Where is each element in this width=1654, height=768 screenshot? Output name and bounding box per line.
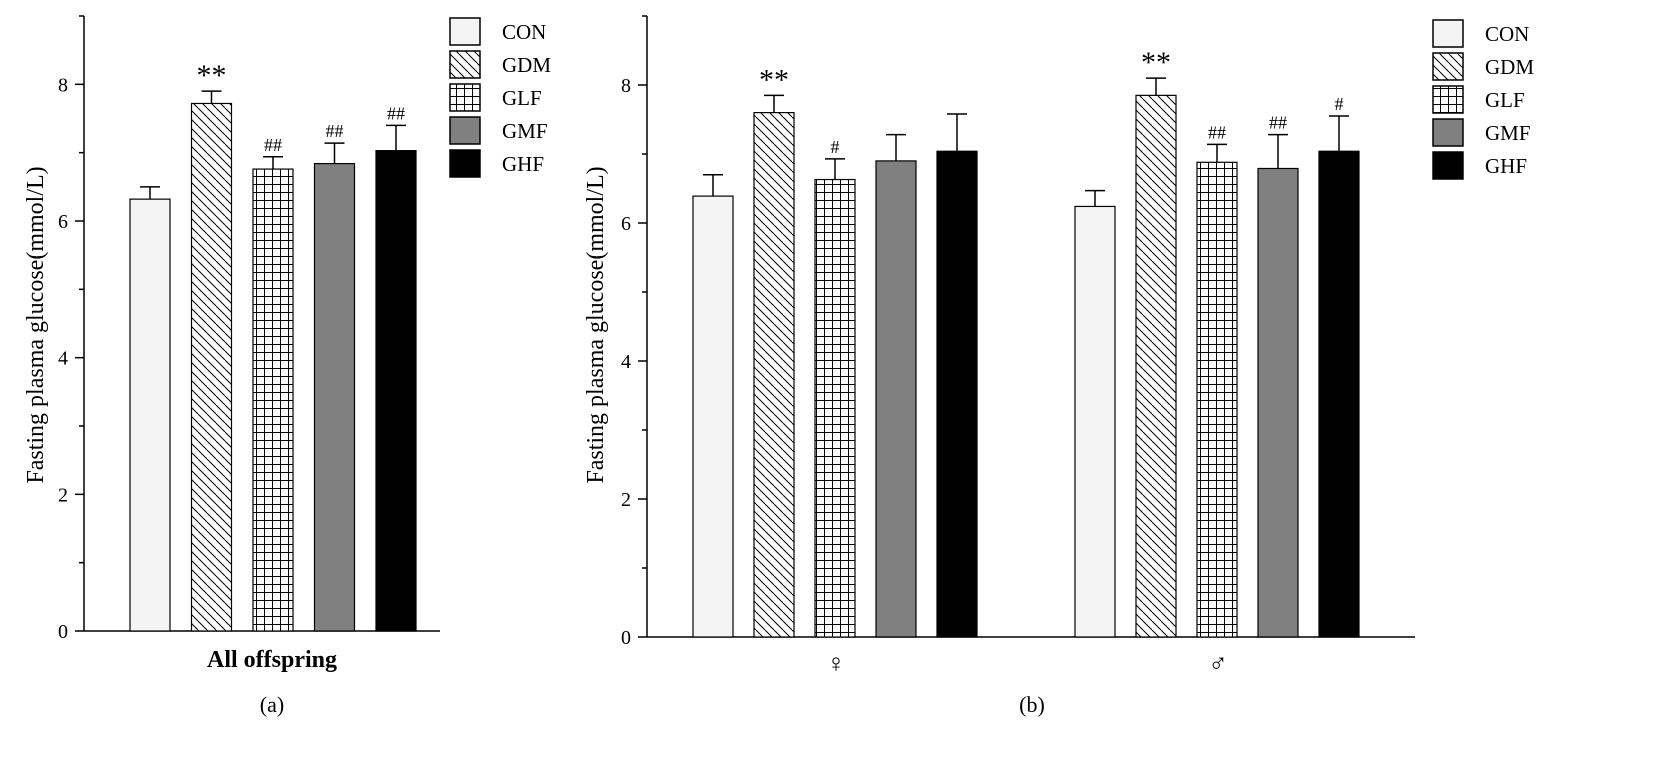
legend-label-gdm: GDM [1485, 55, 1534, 79]
panel-label-a: (a) [260, 692, 284, 717]
bar-con [129, 198, 171, 632]
bars-a: ** ## ## ## [129, 59, 417, 632]
legend-label-gmf: GMF [502, 119, 548, 143]
chart-panel-a: Fasting plasma glucose(mmol/L) 0 2 4 6 8 ** #… [23, 15, 551, 717]
legend-swatch-gdm [449, 50, 481, 79]
legend-swatch-glf [1432, 85, 1464, 114]
bar-ghf [1318, 150, 1360, 638]
legend-swatch-gmf [1432, 118, 1464, 147]
legend-label-con: CON [1485, 22, 1529, 46]
legend-swatch-ghf [1432, 151, 1464, 180]
legend-label-ghf: GHF [502, 152, 544, 176]
legend-swatch-con [1432, 19, 1464, 48]
bars-b: **#**## ### [692, 46, 1360, 638]
y-axis-label-b: Fasting plasma glucose(mmol/L) [583, 166, 609, 483]
significance-label: ## [326, 121, 344, 141]
bar-gdm [190, 102, 233, 632]
legend-swatch-ghf [449, 149, 481, 178]
significance-label: ## [1208, 122, 1226, 142]
significance-label: ** [759, 63, 789, 96]
bar-gmf [875, 160, 917, 638]
y-tick-label: 8 [58, 74, 68, 96]
bar-gmf [313, 163, 356, 632]
y-tick-label: 8 [621, 75, 631, 97]
y-tick-label: 0 [58, 621, 68, 643]
bar-gdm [753, 111, 795, 638]
legend-swatch-gdm [1432, 52, 1464, 81]
y-ticks-b: 0 2 4 6 8 [621, 15, 647, 649]
category-label-b-0: ♀ [826, 649, 846, 678]
y-tick-label: 6 [621, 213, 631, 235]
y-tick-label: 2 [621, 489, 631, 511]
bar-con [1074, 205, 1116, 638]
category-label-a-0: All offspring [207, 647, 337, 673]
y-tick-label: 0 [621, 627, 631, 649]
legend-label-ghf: GHF [1485, 154, 1527, 178]
y-tick-label: 6 [58, 211, 68, 233]
significance-label: ## [387, 103, 405, 123]
bar-glf [252, 168, 294, 632]
bar-glf [1196, 161, 1238, 638]
legend-label-glf: GLF [502, 86, 542, 110]
legend-label-gmf: GMF [1485, 121, 1531, 145]
legend-b: CON GDM GLF GMF GHF [1432, 19, 1534, 180]
legend-label-gdm: GDM [502, 53, 551, 77]
bar-con [692, 195, 734, 638]
bar-gdm [1135, 94, 1177, 638]
category-label-b-1: ♂ [1208, 649, 1228, 678]
significance-label: ## [1269, 113, 1287, 133]
significance-label: ** [1141, 46, 1171, 79]
y-axis-label-a: Fasting plasma glucose(mmol/L) [23, 166, 49, 483]
bar-ghf [375, 150, 417, 632]
legend-label-glf: GLF [1485, 88, 1525, 112]
y-tick-label: 2 [58, 484, 68, 506]
significance-label: # [831, 137, 840, 157]
y-tick-label: 4 [58, 348, 68, 370]
bar-glf [814, 178, 856, 638]
y-ticks-a: 0 2 4 6 8 [58, 15, 84, 643]
significance-label: # [1335, 94, 1344, 114]
legend-swatch-gmf [449, 116, 481, 145]
legend-a: CON GDM GLF GMF GHF [449, 17, 551, 178]
significance-label: ## [264, 135, 282, 155]
legend-label-con: CON [502, 20, 546, 44]
bar-gmf [1257, 167, 1299, 638]
bar-ghf [936, 150, 978, 638]
significance-label: ** [197, 59, 227, 92]
panel-label-b: (b) [1019, 692, 1045, 717]
y-tick-label: 4 [621, 351, 631, 373]
chart-panel-b: Fasting plasma glucose(mmol/L) 0 2 4 6 8 ** #… [583, 15, 1534, 717]
legend-swatch-con [449, 17, 481, 46]
legend-swatch-glf [449, 83, 481, 112]
